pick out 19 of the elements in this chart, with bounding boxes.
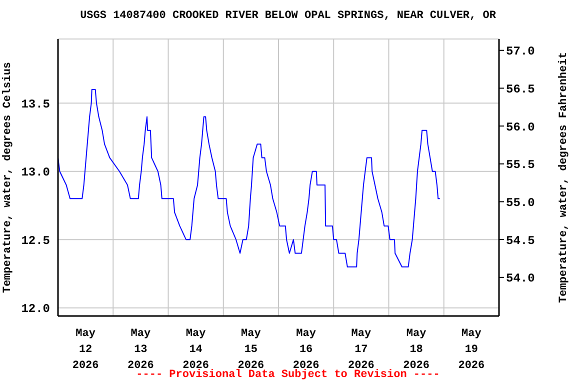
x-tick-label: May 18 2026 <box>403 328 430 372</box>
y-tick-label: 12.0 <box>21 302 50 316</box>
y2-tick-label: 54.5 <box>506 234 535 248</box>
y2-axis-title: Temperature, water, degrees Fahrenheit <box>558 52 570 303</box>
y2-tick-label: 56.0 <box>506 120 535 134</box>
y-tick-label: 13.5 <box>21 97 50 112</box>
line-series <box>58 88 440 268</box>
y2-tick-label: 55.5 <box>506 158 535 172</box>
y-axis-title: Temperature, water, degrees Celsius <box>2 62 14 294</box>
y2-tick-label: 56.5 <box>506 82 535 96</box>
x-tick-label: May 12 2026 <box>72 328 99 372</box>
x-tick-label: May 13 2026 <box>127 328 154 372</box>
y2-tick-label: 57.0 <box>506 44 535 59</box>
y-tick-label: 12.5 <box>21 234 50 248</box>
chart-title: USGS 14087400 CROOKED RIVER BELOW OPAL SPRINGS, NEAR CULVER, OR <box>79 10 497 22</box>
y2-tick-label: 55.0 <box>506 196 535 210</box>
y2-tick-label: 54.0 <box>506 272 535 286</box>
y-tick-label: 13.0 <box>21 166 50 180</box>
x-tick-label: May 19 2026 <box>458 328 485 372</box>
